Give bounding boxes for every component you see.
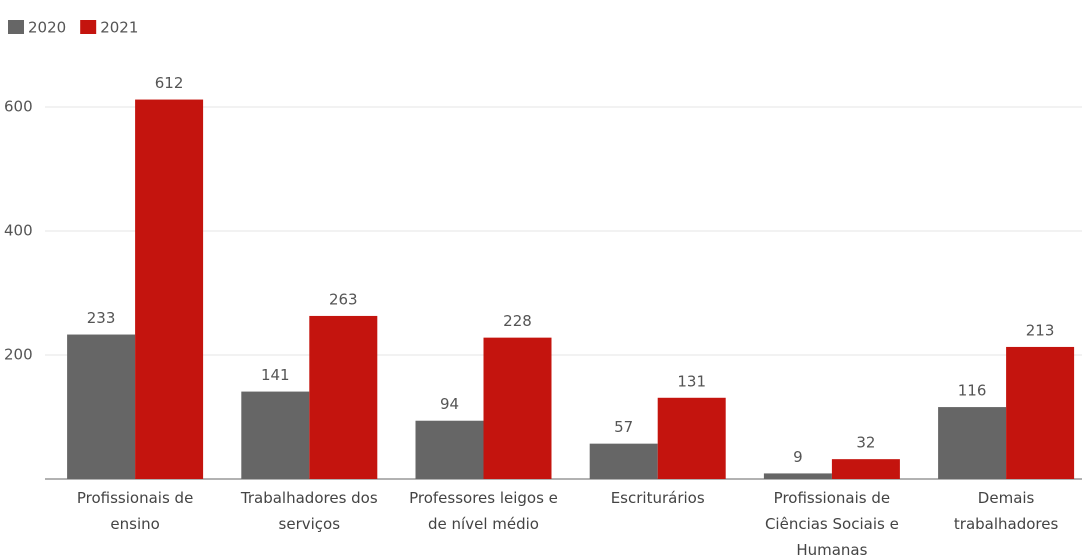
- x-tick-label: Profissionais de Ciências Sociais e Huma…: [764, 489, 899, 556]
- value-label: 233: [87, 309, 116, 327]
- x-tick-label: Trabalhadores dos serviços: [240, 489, 378, 533]
- x-label-box: Trabalhadores dos serviços: [240, 489, 378, 533]
- value-label: 213: [1026, 321, 1055, 339]
- legend-swatch: [80, 20, 97, 34]
- bar: [1006, 346, 1075, 479]
- x-tick-label: Professores leigos e de nível médio: [409, 489, 558, 533]
- y-tick-label: 600: [4, 98, 33, 116]
- bar: [589, 443, 658, 479]
- bar: [415, 420, 484, 479]
- bar: [938, 407, 1007, 479]
- y-tick-label: 400: [4, 222, 33, 240]
- legend-swatch: [8, 20, 24, 34]
- value-label: 228: [503, 312, 532, 330]
- bar: [831, 459, 900, 479]
- x-label-box: Profissionais de ensino: [76, 489, 194, 533]
- bar: [657, 397, 726, 479]
- value-label: 116: [958, 382, 987, 400]
- x-tick-label: Demais trabalhadores: [953, 489, 1059, 533]
- value-label: 141: [261, 366, 290, 384]
- y-tick-label: 200: [4, 346, 33, 364]
- bar: [483, 337, 552, 479]
- bar: [135, 99, 204, 479]
- x-label-box: Profissionais de Ciências Sociais e Huma…: [764, 489, 899, 556]
- value-label: 57: [614, 418, 633, 436]
- legend-label: 2020: [28, 19, 66, 37]
- x-label-box: Demais trabalhadores: [953, 489, 1059, 533]
- bar: [241, 391, 310, 479]
- x-label-box: Escriturários: [610, 489, 705, 507]
- x-tick-label: Profissionais de ensino: [76, 489, 194, 533]
- value-label: 612: [155, 74, 184, 92]
- x-tick-label: Escriturários: [610, 489, 705, 507]
- value-label: 32: [856, 434, 875, 452]
- value-label: 9: [793, 448, 803, 466]
- bar: [309, 315, 378, 479]
- x-label-box: Professores leigos e de nível médio: [409, 489, 558, 533]
- bar: [763, 473, 832, 479]
- value-label: 131: [677, 372, 706, 390]
- value-label: 263: [329, 290, 358, 308]
- bar: [67, 334, 136, 479]
- value-label: 94: [440, 395, 459, 413]
- legend-label: 2021: [100, 19, 138, 37]
